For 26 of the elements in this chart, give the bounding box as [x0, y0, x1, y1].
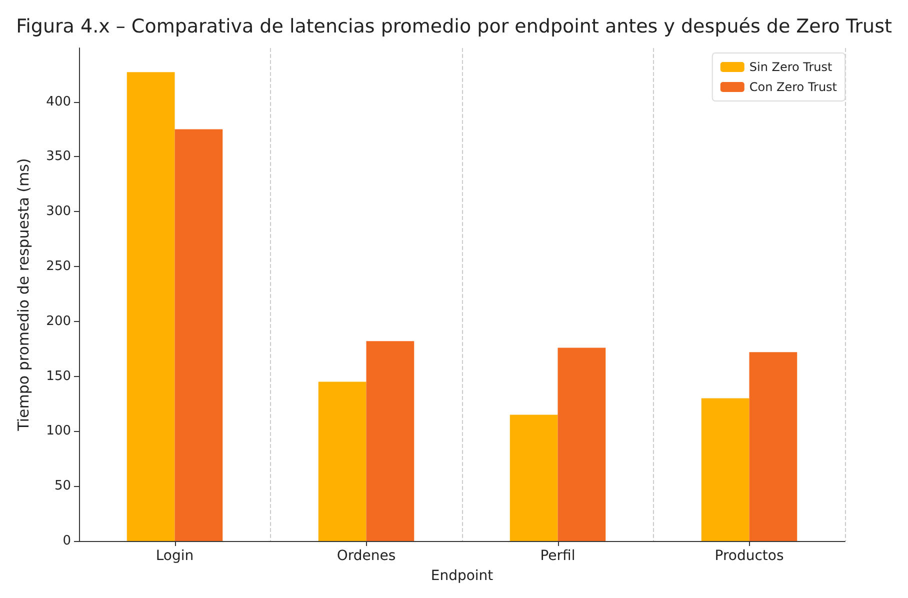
x-axis-title: Endpoint: [430, 568, 494, 584]
legend-label: Con Zero Trust: [749, 80, 838, 94]
bar: [318, 382, 366, 541]
y-tick-label: 350: [46, 149, 71, 164]
x-tick-label: Productos: [714, 548, 784, 564]
y-axis-title: Tiempo promedio de respuesta (ms): [14, 158, 32, 432]
bar: [558, 348, 606, 541]
bar: [749, 352, 798, 541]
y-tick-label: 400: [46, 94, 71, 110]
y-tick-label: 200: [46, 314, 71, 329]
bar: [174, 129, 223, 541]
y-tick-label: 50: [54, 478, 71, 494]
bar: [510, 414, 558, 541]
y-tick-label: 100: [46, 424, 71, 439]
x-tick-label: Perfil: [540, 548, 576, 564]
chart-title: Figura 4.x – Comparativa de latencias promedio por endpoint antes y después de Zero Trust: [16, 16, 892, 38]
y-tick-label: 250: [46, 259, 71, 274]
bar: [366, 341, 414, 541]
y-tick-label: 150: [46, 368, 71, 384]
y-tick-label: 300: [46, 204, 71, 220]
legend-label: Sin Zero Trust: [749, 60, 833, 74]
bar: [126, 72, 175, 541]
y-tick-label: 0: [62, 534, 71, 548]
x-tick-label: Login: [156, 548, 194, 564]
x-tick-label: Ordenes: [336, 548, 396, 564]
bar: [701, 398, 750, 541]
